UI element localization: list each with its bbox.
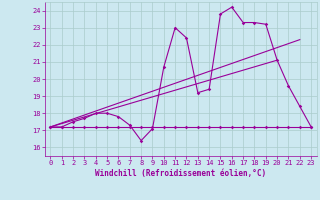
X-axis label: Windchill (Refroidissement éolien,°C): Windchill (Refroidissement éolien,°C) — [95, 169, 266, 178]
